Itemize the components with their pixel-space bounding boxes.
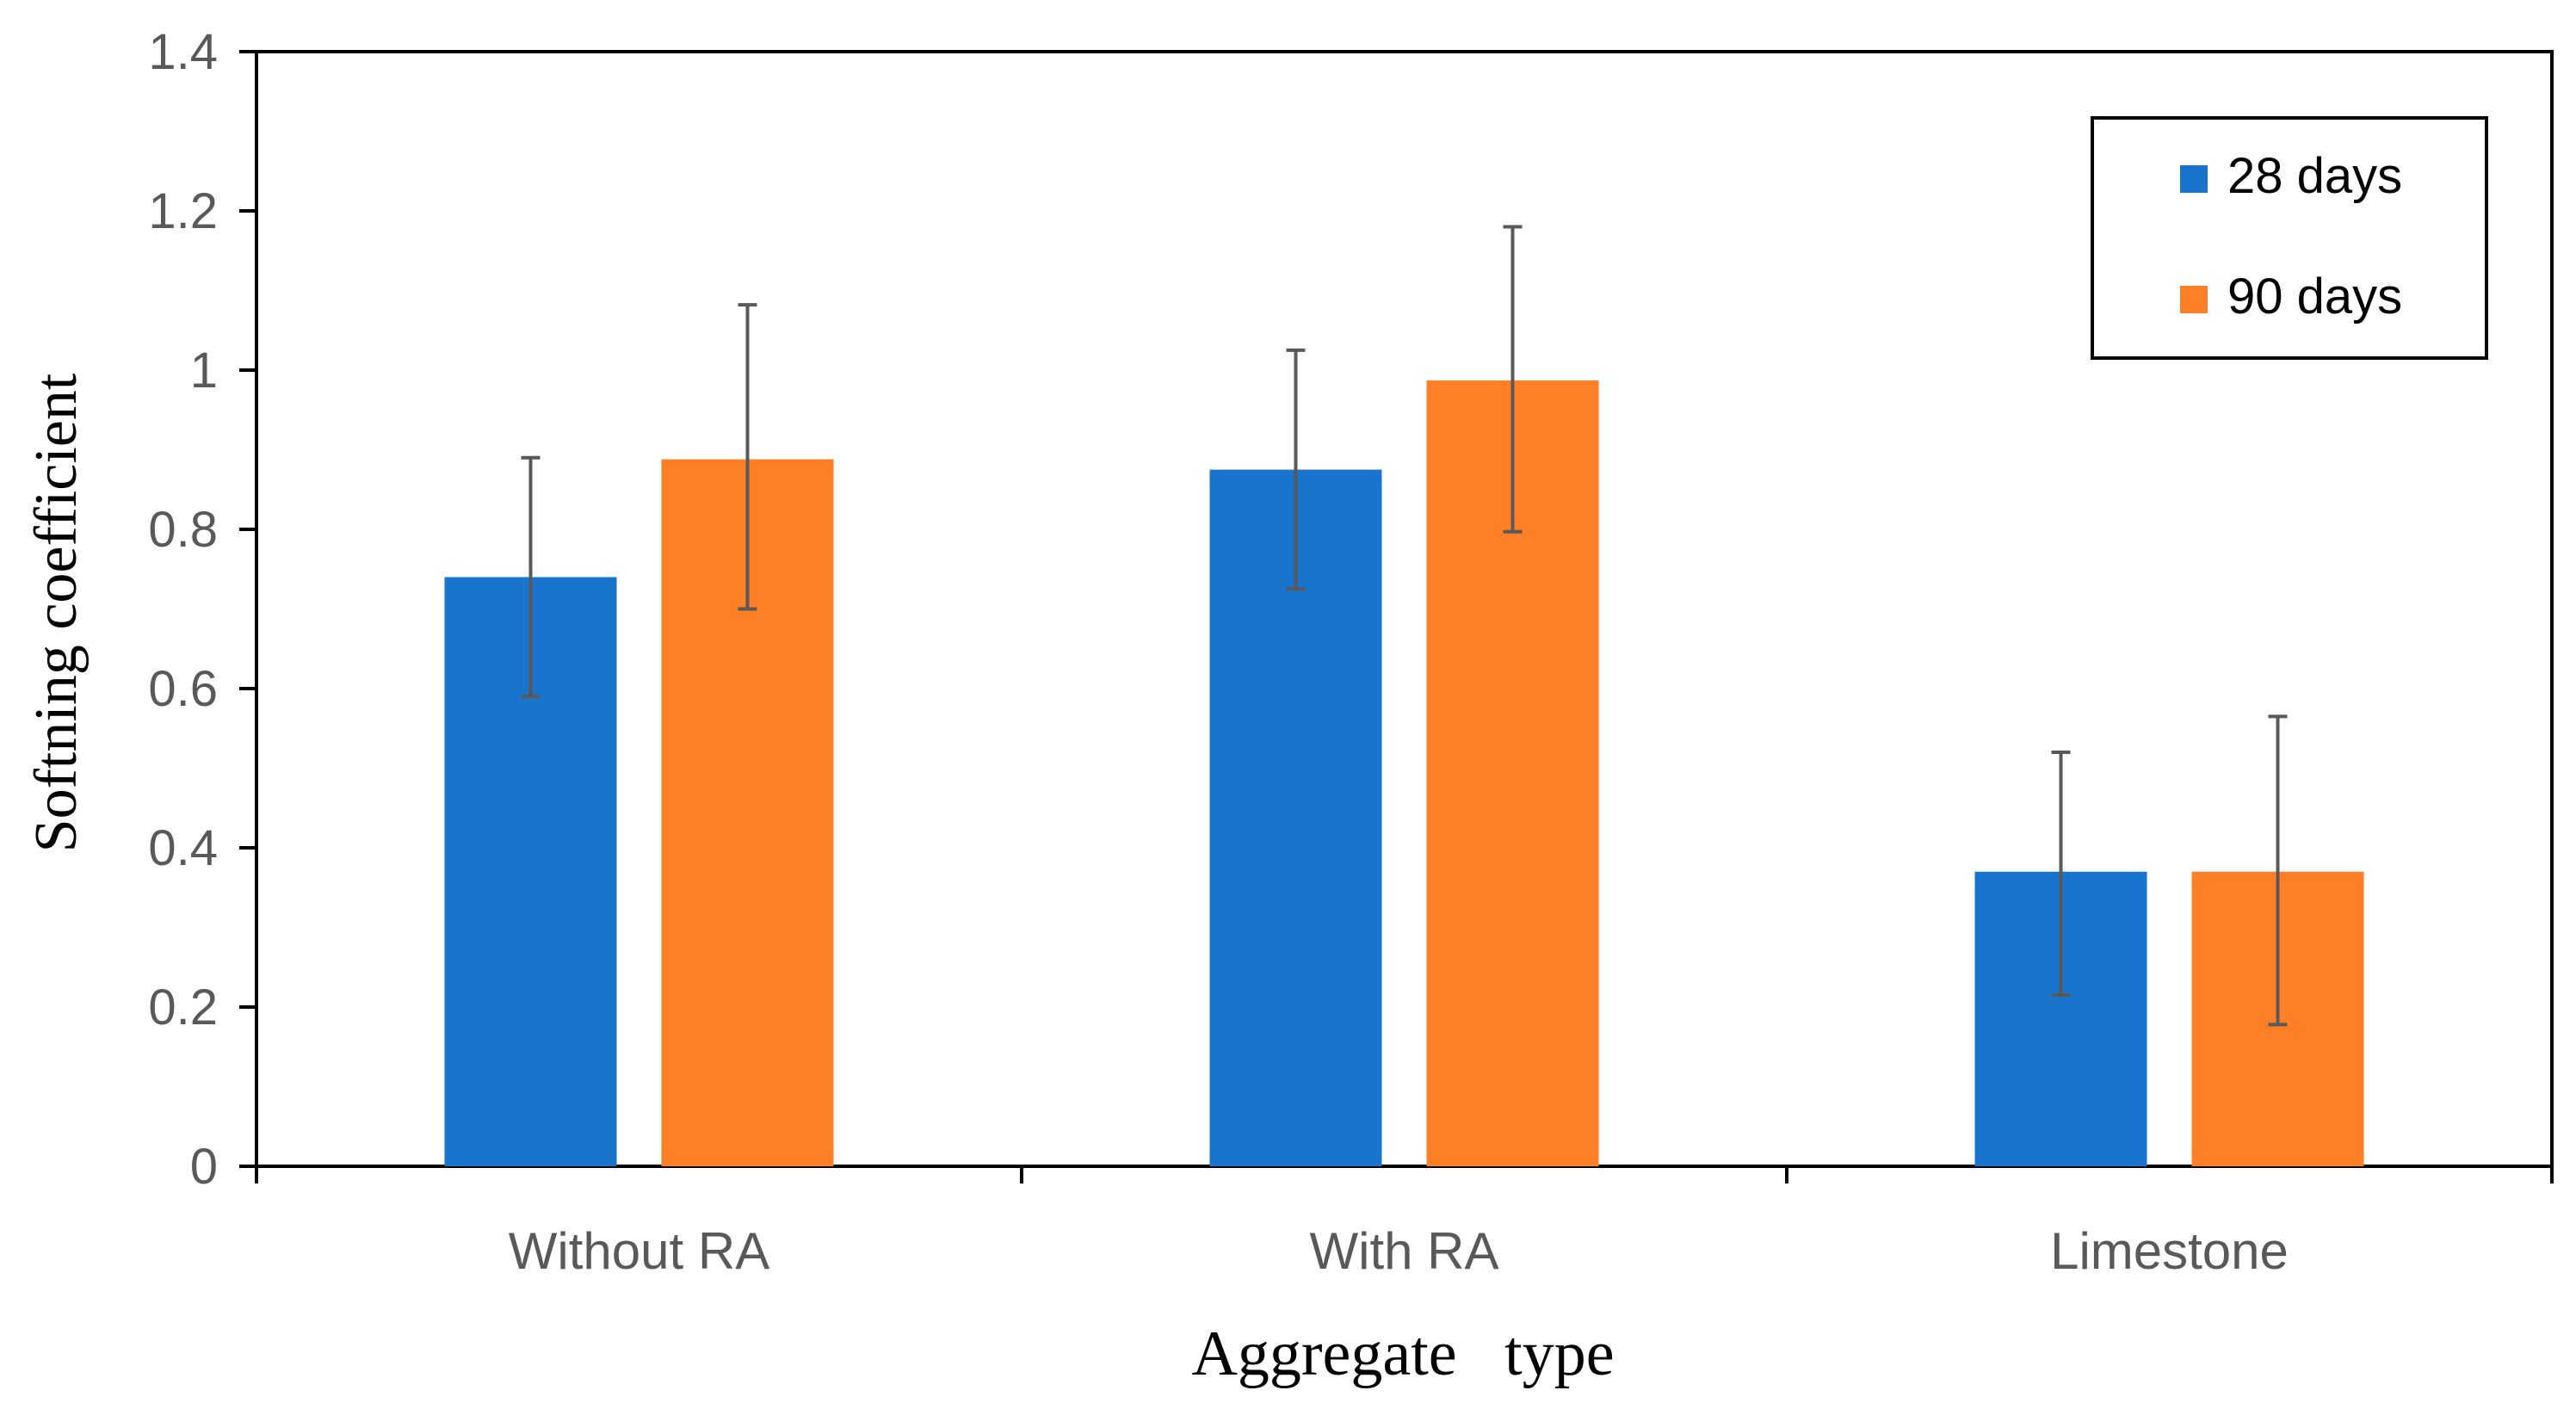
y-tick-label-0: 0: [190, 1139, 218, 1195]
plot-area-border: [255, 50, 2554, 1168]
bars-layer: [444, 380, 2364, 1166]
x-tick-label-without-ra: Without RA: [509, 1222, 769, 1280]
y-tick-label-7: 1.4: [148, 24, 218, 80]
legend-label-28-days: 28 days: [2227, 148, 2402, 204]
legend-box: [2091, 116, 2488, 360]
x-axis-title: Aggregate type: [1191, 1319, 1614, 1389]
legend: 28 days 90 days: [2091, 116, 2488, 360]
y-tick-label-3: 0.6: [148, 661, 218, 717]
x-tick-label-limestone: Limestone: [2050, 1222, 2289, 1280]
y-tick-label-2: 0.4: [148, 820, 218, 876]
y-tick-label-1: 0.2: [148, 980, 218, 1035]
legend-swatch-28-days: [2180, 165, 2208, 193]
legend-label-90-days: 90 days: [2227, 269, 2402, 324]
error-bars-layer: [521, 225, 2288, 1027]
plot-frame: [255, 50, 2554, 1168]
y-axis-title: Softning coefficient: [23, 373, 90, 852]
y-tick-label-5: 1: [190, 343, 218, 399]
y-tick-label-4: 0.8: [148, 502, 218, 558]
x-tick-label-with-ra: With RA: [1309, 1222, 1498, 1280]
legend-swatch-90-days: [2180, 286, 2208, 313]
axes-layer: 0 0.2 0.4 0.6 0.8 1 1.2 1.4 Without RA With RA Lim…: [148, 24, 2554, 1280]
y-tick-label-6: 1.2: [148, 183, 218, 239]
